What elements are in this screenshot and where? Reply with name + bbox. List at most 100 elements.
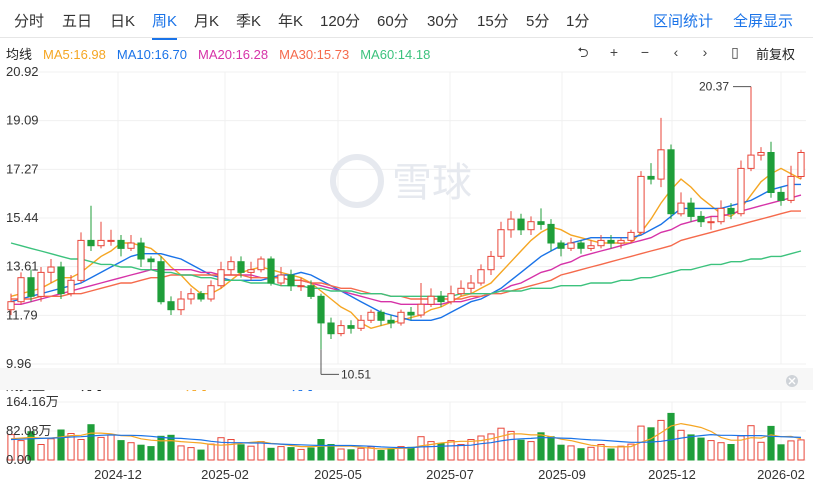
volume-bar bbox=[197, 449, 205, 461]
tab-1[interactable]: 分时 bbox=[14, 13, 45, 30]
volume-bar bbox=[377, 450, 385, 461]
tab-11[interactable]: 15分 bbox=[477, 13, 509, 30]
tab-5[interactable]: 月K bbox=[194, 13, 220, 30]
price-tick-label: 9.96 bbox=[6, 356, 31, 371]
candle-body bbox=[327, 322, 335, 335]
volume-bar bbox=[527, 441, 535, 461]
candle bbox=[177, 291, 185, 315]
volume-bar bbox=[677, 429, 685, 461]
close-volume-icon[interactable] bbox=[786, 375, 798, 387]
candle-body bbox=[427, 295, 435, 305]
volume-bar bbox=[667, 412, 675, 461]
tab-7[interactable]: 年K bbox=[278, 13, 304, 30]
tab-4[interactable]: 周K bbox=[152, 10, 178, 40]
candle bbox=[557, 240, 565, 257]
candle-body bbox=[67, 279, 75, 295]
candle bbox=[467, 275, 475, 294]
candle bbox=[377, 309, 385, 326]
candle-body bbox=[217, 269, 225, 287]
candle bbox=[567, 237, 575, 252]
candle-body bbox=[617, 239, 625, 244]
candle bbox=[37, 267, 45, 302]
fullscreen-link[interactable]: 全屏显示 bbox=[733, 13, 794, 30]
candle-icon[interactable]: ▯ bbox=[731, 44, 739, 60]
volume-bar bbox=[17, 440, 25, 461]
candle-body bbox=[437, 295, 445, 303]
tab-9[interactable]: 60分 bbox=[377, 13, 409, 30]
volume-bar bbox=[607, 448, 615, 461]
candle bbox=[147, 256, 155, 270]
tab-13[interactable]: 1分 bbox=[566, 13, 590, 30]
candle bbox=[327, 317, 335, 339]
candle bbox=[197, 291, 205, 302]
volume-bar bbox=[97, 436, 105, 461]
ma30-legend: MA30:15.73 bbox=[279, 47, 350, 62]
tab-3[interactable]: 日K bbox=[110, 13, 136, 30]
volume-bar bbox=[307, 447, 315, 461]
tab-12[interactable]: 5分 bbox=[526, 13, 550, 30]
candle-body bbox=[717, 207, 725, 223]
candle-body bbox=[167, 301, 175, 311]
adjust-mode-button[interactable]: 前复权 bbox=[756, 47, 796, 62]
tab-8[interactable]: 120分 bbox=[320, 13, 361, 30]
next-icon[interactable]: › bbox=[702, 44, 708, 60]
candle-body bbox=[397, 311, 405, 324]
volume-bar bbox=[537, 432, 545, 461]
candle bbox=[477, 264, 485, 286]
candle bbox=[787, 165, 795, 204]
zoom-out-icon[interactable]: − bbox=[640, 44, 650, 60]
prev-icon[interactable]: ‹ bbox=[673, 44, 679, 60]
candle-body bbox=[687, 202, 695, 217]
volume-header-band bbox=[0, 368, 813, 390]
candle bbox=[307, 280, 315, 299]
volume-bar bbox=[207, 443, 215, 461]
ma-legend-title: 均线 bbox=[6, 47, 33, 62]
volume-bar bbox=[447, 440, 455, 461]
candle-body bbox=[87, 239, 95, 247]
volume-bar bbox=[237, 444, 245, 461]
volume-bar bbox=[27, 431, 35, 461]
candle-body bbox=[207, 285, 215, 300]
watermark-logo-icon bbox=[330, 154, 384, 208]
ma10-legend: MA10:16.70 bbox=[116, 47, 187, 62]
candle bbox=[497, 221, 505, 260]
candle bbox=[57, 261, 65, 299]
candle-body bbox=[177, 298, 185, 311]
price-tick-label: 17.27 bbox=[6, 161, 39, 176]
volume-bar bbox=[187, 447, 195, 461]
candle-body bbox=[727, 207, 735, 215]
date-tick-label: 2025-05 bbox=[314, 467, 362, 482]
volume-tick-label: 164.16万 bbox=[6, 394, 59, 409]
ma-legend: 均线 MA5:16.98 MA10:16.70 MA20:16.28 MA30:15.7… bbox=[6, 44, 441, 62]
volume-bar bbox=[257, 441, 265, 461]
candle bbox=[337, 320, 345, 337]
tab-2[interactable]: 五日 bbox=[62, 13, 93, 30]
tab-6[interactable]: 季K bbox=[236, 13, 262, 30]
price-tick-label: 13.61 bbox=[6, 259, 39, 274]
tab-10[interactable]: 30分 bbox=[427, 13, 459, 30]
grid-lines bbox=[0, 71, 813, 461]
candle bbox=[437, 291, 445, 307]
candle-body bbox=[57, 266, 65, 295]
candle bbox=[757, 147, 765, 161]
volume-bar bbox=[767, 425, 775, 461]
range-stats-link[interactable]: 区间统计 bbox=[653, 13, 714, 30]
low-marker-label: 10.51 bbox=[341, 367, 371, 381]
candle bbox=[187, 288, 195, 305]
candle bbox=[657, 117, 665, 188]
candle-body bbox=[537, 221, 545, 225]
zoom-in-icon[interactable]: + bbox=[609, 44, 619, 60]
undo-icon[interactable]: ⮌ bbox=[577, 44, 589, 60]
candle-body bbox=[317, 295, 325, 324]
candle bbox=[47, 259, 55, 284]
candle-body bbox=[577, 242, 585, 249]
price-tick-label: 15.44 bbox=[6, 210, 39, 225]
volume-bar bbox=[717, 442, 725, 461]
ma-line-ma60 bbox=[10, 242, 802, 297]
volume-bar bbox=[687, 434, 695, 461]
candle-body bbox=[497, 229, 505, 257]
candle-body bbox=[357, 319, 365, 329]
candle-body bbox=[77, 239, 85, 281]
candle-body bbox=[267, 258, 275, 284]
